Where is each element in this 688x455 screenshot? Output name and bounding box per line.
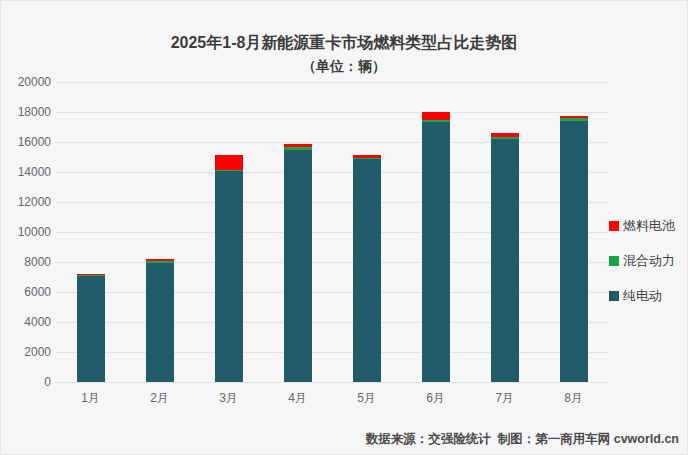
bar-segment-pure-electric-month-7 bbox=[491, 139, 519, 382]
y-tick-label-16000: 16000 bbox=[9, 136, 51, 148]
y-tick-label-12000: 12000 bbox=[9, 196, 51, 208]
bar-month-7 bbox=[491, 133, 519, 382]
y-tick-label-8000: 8000 bbox=[9, 256, 51, 268]
legend-item-hybrid: 混合动力 bbox=[609, 252, 675, 270]
x-tick-label-month-1: 1月 bbox=[56, 390, 125, 407]
legend-swatch-fuel-cell bbox=[609, 221, 619, 231]
gridline-4000 bbox=[56, 322, 608, 323]
y-tick-label-4000: 4000 bbox=[9, 316, 51, 328]
bar-segment-pure-electric-month-4 bbox=[284, 150, 312, 382]
x-tick-label-month-7: 7月 bbox=[470, 390, 539, 407]
y-tick-label-6000: 6000 bbox=[9, 286, 51, 298]
gridline-10000 bbox=[56, 232, 608, 233]
bar-segment-fuel-cell-month-3 bbox=[215, 155, 243, 169]
x-tick-label-month-5: 5月 bbox=[332, 390, 401, 407]
legend-label-pure-electric: 纯电动 bbox=[623, 287, 662, 305]
x-tick-label-month-3: 3月 bbox=[194, 390, 263, 407]
bar-month-3 bbox=[215, 155, 243, 382]
gridline-8000 bbox=[56, 262, 608, 263]
bar-month-5 bbox=[353, 155, 381, 382]
bar-segment-pure-electric-month-1 bbox=[77, 276, 105, 383]
gridline-0 bbox=[56, 382, 608, 383]
legend-label-hybrid: 混合动力 bbox=[623, 252, 675, 270]
bar-segment-pure-electric-month-2 bbox=[146, 263, 174, 382]
bar-segment-fuel-cell-month-6 bbox=[422, 112, 450, 120]
chart-title-line1: 2025年1-8月新能源重卡市场燃料类型占比走势图 bbox=[1, 31, 687, 54]
bar-month-6 bbox=[422, 112, 450, 382]
y-tick-label-20000: 20000 bbox=[9, 76, 51, 88]
x-tick-label-month-4: 4月 bbox=[263, 390, 332, 407]
x-tick-label-month-2: 2月 bbox=[125, 390, 194, 407]
bar-segment-pure-electric-month-5 bbox=[353, 159, 381, 382]
bar-segment-pure-electric-month-6 bbox=[422, 122, 450, 382]
legend-label-fuel-cell: 燃料电池 bbox=[623, 217, 675, 235]
bar-segment-pure-electric-month-8 bbox=[560, 121, 588, 382]
legend-swatch-hybrid bbox=[609, 256, 619, 266]
legend-swatch-pure-electric bbox=[609, 291, 619, 301]
x-tick-label-month-6: 6月 bbox=[401, 390, 470, 407]
chart-canvas: 2025年1-8月新能源重卡市场燃料类型占比走势图 （单位：辆） 0 2000 40… bbox=[0, 0, 688, 455]
legend-item-pure-electric: 纯电动 bbox=[609, 287, 675, 305]
bar-month-8 bbox=[560, 116, 588, 382]
y-tick-label-2000: 2000 bbox=[9, 346, 51, 358]
y-tick-label-10000: 10000 bbox=[9, 226, 51, 238]
gridline-12000 bbox=[56, 202, 608, 203]
bar-month-2 bbox=[146, 259, 174, 382]
bar-month-1 bbox=[77, 274, 105, 382]
gridline-6000 bbox=[56, 292, 608, 293]
gridline-14000 bbox=[56, 172, 608, 173]
chart-title-units: （单位：辆） bbox=[1, 56, 687, 76]
chart-title: 2025年1-8月新能源重卡市场燃料类型占比走势图 （单位：辆） bbox=[1, 31, 687, 76]
gridline-20000 bbox=[56, 82, 608, 83]
gridline-16000 bbox=[56, 142, 608, 143]
x-tick-label-month-8: 8月 bbox=[539, 390, 608, 407]
y-tick-label-0: 0 bbox=[9, 376, 51, 388]
gridline-18000 bbox=[56, 112, 608, 113]
y-tick-label-14000: 14000 bbox=[9, 166, 51, 178]
y-tick-label-18000: 18000 bbox=[9, 106, 51, 118]
legend-item-fuel-cell: 燃料电池 bbox=[609, 217, 675, 235]
plot-area bbox=[56, 82, 608, 382]
bar-segment-pure-electric-month-3 bbox=[215, 171, 243, 383]
footer-credit: 数据来源：交强险统计 制图：第一商用车网 cvworld.cn bbox=[366, 431, 679, 448]
bar-month-4 bbox=[284, 144, 312, 382]
gridline-2000 bbox=[56, 352, 608, 353]
legend: 燃料电池混合动力纯电动 bbox=[609, 217, 675, 305]
